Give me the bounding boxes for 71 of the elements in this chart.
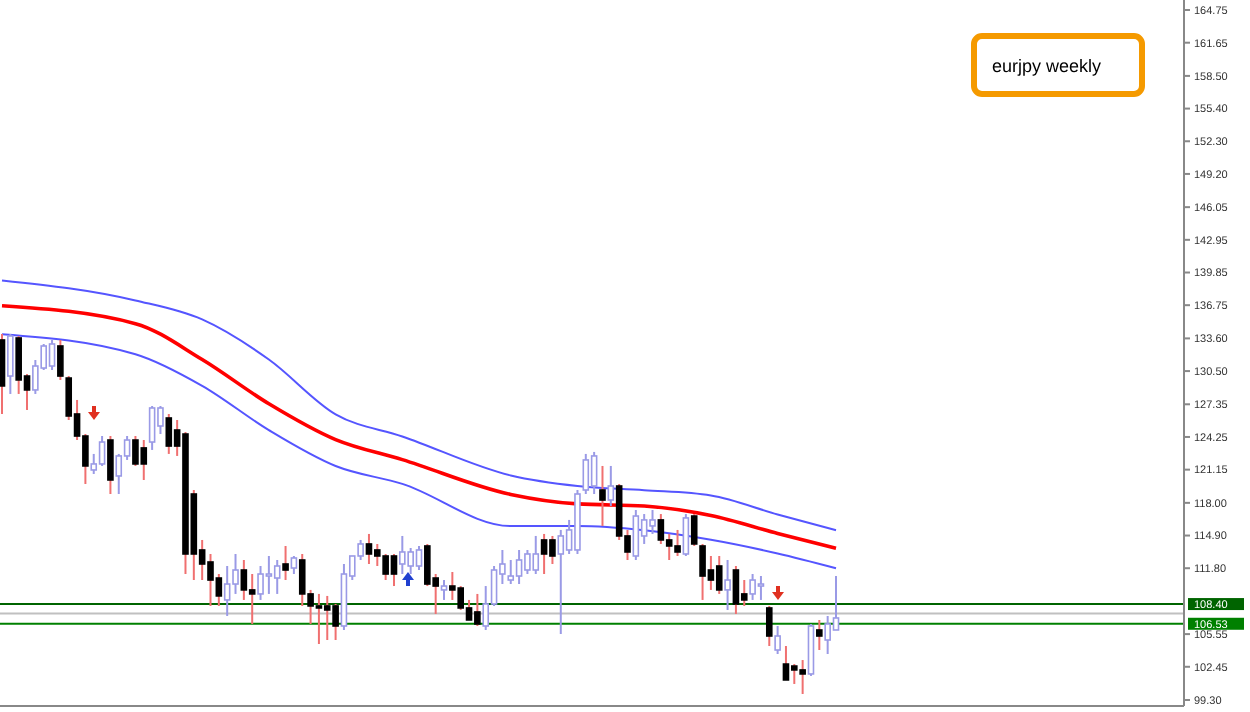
candlestick bbox=[791, 663, 798, 685]
candlestick bbox=[48, 338, 56, 372]
candlestick bbox=[549, 534, 556, 565]
candlestick bbox=[248, 573, 256, 625]
candlestick bbox=[332, 602, 339, 642]
candlestick bbox=[265, 554, 273, 595]
candlestick bbox=[824, 614, 831, 656]
candlestick bbox=[415, 544, 423, 572]
candlestick bbox=[807, 622, 815, 677]
candlestick bbox=[632, 509, 640, 561]
candlestick bbox=[674, 528, 681, 557]
candlestick bbox=[440, 579, 448, 601]
candlestick bbox=[765, 604, 773, 648]
candlestick bbox=[799, 659, 806, 695]
candlestick bbox=[690, 513, 698, 547]
text: eurjpy weekly bbox=[992, 56, 1103, 76]
candlestick bbox=[507, 558, 515, 586]
candlestick bbox=[140, 439, 148, 481]
candlestick bbox=[374, 542, 381, 567]
candlestick bbox=[399, 534, 406, 576]
candlestick bbox=[682, 513, 690, 557]
candlestick bbox=[298, 552, 306, 607]
candlestick bbox=[382, 552, 389, 582]
candlestick bbox=[424, 542, 431, 588]
candlestick bbox=[782, 645, 790, 681]
candlestick bbox=[607, 464, 615, 508]
candlestick bbox=[749, 573, 756, 601]
candlestick bbox=[7, 332, 14, 395]
candlestick bbox=[699, 542, 706, 601]
candlestick bbox=[390, 552, 398, 588]
candlestick bbox=[582, 452, 590, 495]
candlestick bbox=[315, 592, 323, 646]
candlestick bbox=[532, 534, 540, 576]
candlestick bbox=[15, 334, 22, 395]
candlestick bbox=[107, 435, 114, 495]
candlestick bbox=[98, 435, 106, 467]
candlestick bbox=[207, 552, 214, 607]
candlestick bbox=[290, 554, 298, 576]
line-series bbox=[1, 333, 837, 570]
candlestick bbox=[724, 558, 731, 611]
candlestick bbox=[816, 618, 823, 652]
candlestick bbox=[757, 575, 765, 601]
candlestick bbox=[732, 565, 740, 615]
candlestick bbox=[774, 624, 781, 656]
line-series bbox=[0, 303, 838, 550]
candlestick bbox=[715, 554, 723, 595]
candlestick bbox=[657, 513, 665, 545]
candlestick bbox=[132, 435, 139, 467]
candlestick bbox=[240, 558, 248, 601]
candlestick bbox=[599, 464, 606, 527]
candlestick bbox=[524, 548, 531, 576]
candlestick bbox=[590, 450, 598, 495]
candlestick bbox=[365, 532, 373, 565]
candlestick bbox=[165, 412, 173, 455]
candlestick bbox=[649, 509, 656, 535]
candlestick bbox=[157, 404, 164, 436]
candlestick bbox=[557, 528, 565, 635]
line-series bbox=[1, 279, 837, 532]
candlestick bbox=[273, 558, 281, 595]
candlestick bbox=[449, 571, 456, 601]
candlestick bbox=[282, 544, 289, 582]
candlestick bbox=[257, 565, 264, 601]
candlestick bbox=[323, 594, 331, 642]
candlestick bbox=[57, 338, 64, 381]
candlestick bbox=[223, 565, 231, 617]
candlestick bbox=[148, 404, 156, 451]
candlestick bbox=[540, 532, 548, 576]
candlestick bbox=[474, 592, 481, 627]
candlestick bbox=[232, 552, 239, 595]
candlestick bbox=[0, 332, 6, 415]
candlestick bbox=[515, 548, 523, 586]
